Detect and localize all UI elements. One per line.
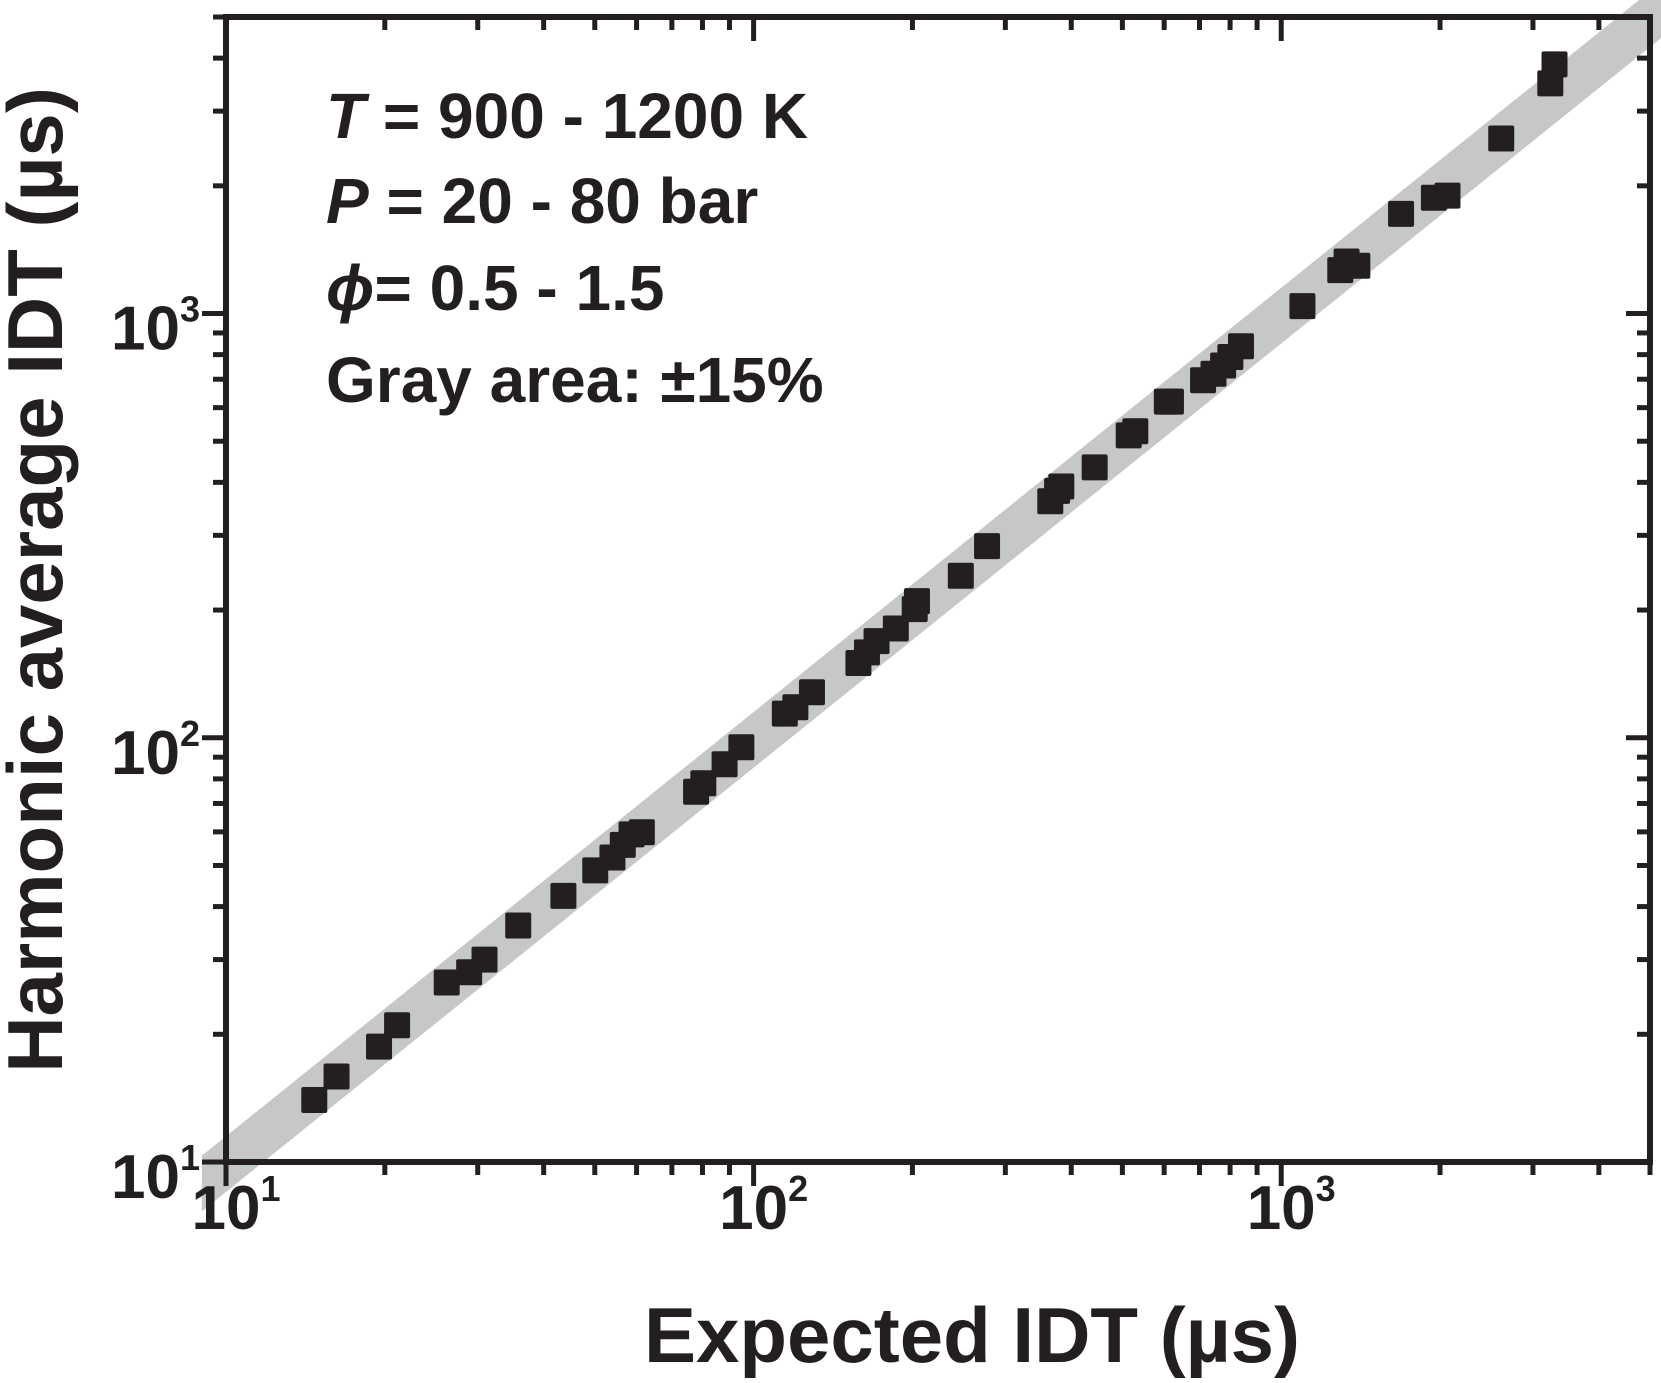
data-points (301, 51, 1568, 1114)
data-point (366, 1033, 393, 1060)
y-tick-label: 102 (111, 713, 200, 788)
data-point (903, 588, 930, 615)
x-tick-label: 102 (719, 1168, 808, 1243)
annotation-temperature: T = 900 - 1200 K (326, 80, 808, 152)
data-point (728, 734, 755, 761)
data-point (1227, 333, 1254, 360)
data-point (947, 562, 974, 589)
x-tick-label: 103 (1247, 1168, 1336, 1243)
x-axis-title: Expected IDT (µs) (644, 1291, 1300, 1379)
data-point (628, 819, 655, 846)
data-point (550, 882, 577, 909)
x-tick-labels: 101 102 103 (192, 1168, 1336, 1243)
data-point (882, 615, 909, 642)
annotation-equivalence-ratio: ϕ= 0.5 - 1.5 (326, 252, 664, 324)
y-axis-title: Harmonic average IDT (µs) (0, 87, 79, 1073)
y-tick-label: 103 (111, 289, 200, 364)
data-point (384, 1012, 411, 1039)
annotation-gray-area: Gray area: ±15% (326, 344, 824, 416)
data-point (690, 770, 717, 797)
data-point (798, 679, 825, 706)
data-point (471, 946, 498, 973)
data-point (301, 1087, 328, 1114)
plot-frame (223, 14, 1653, 1165)
data-point (974, 533, 1001, 560)
y-tick-labels: 101 102 103 (111, 289, 200, 1212)
annotation-pressure: P = 20 - 80 bar (326, 165, 758, 237)
data-point (1488, 125, 1515, 152)
data-point (1122, 418, 1149, 445)
data-point (1157, 388, 1184, 415)
x-tick-label: 101 (192, 1168, 281, 1243)
data-point (1048, 473, 1075, 500)
data-point (1541, 51, 1568, 78)
data-point (505, 912, 532, 939)
data-point (1434, 182, 1461, 209)
data-point (1289, 293, 1316, 320)
data-point (1081, 454, 1108, 481)
data-point (323, 1063, 350, 1090)
axes (202, 14, 1653, 1186)
data-point (1388, 200, 1415, 227)
y-tick-label: 101 (111, 1137, 200, 1212)
annotation-block: T = 900 - 1200 K P = 20 - 80 bar ϕ= 0.5 … (326, 80, 824, 416)
data-point (1344, 252, 1371, 279)
data-point (433, 969, 460, 996)
